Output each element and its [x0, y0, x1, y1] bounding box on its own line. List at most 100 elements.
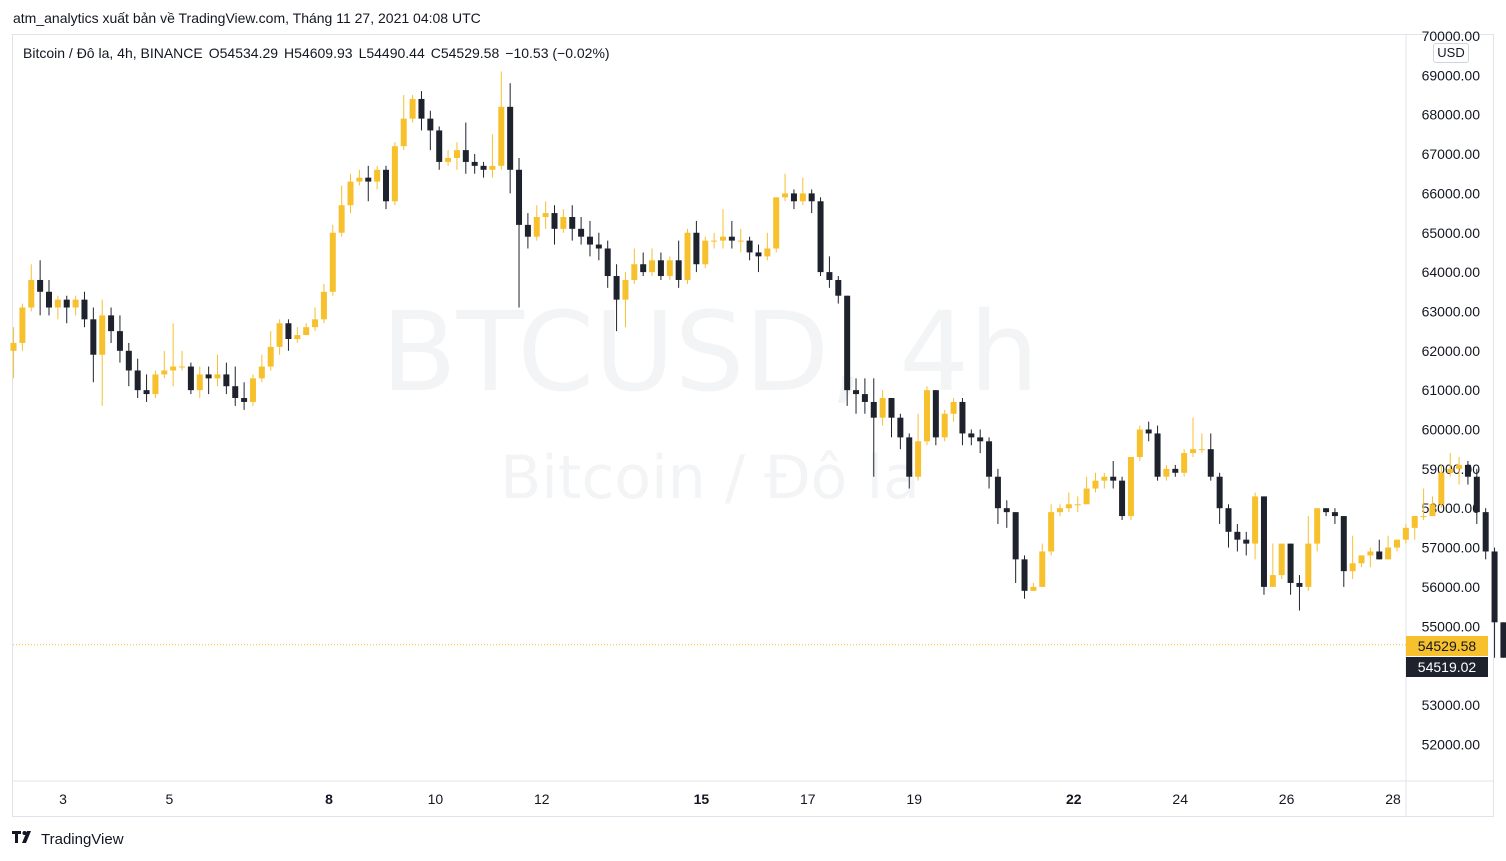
time-tick-label: 19 [906, 791, 922, 807]
candle [604, 240, 611, 288]
candle [649, 248, 656, 277]
candle-body [179, 366, 186, 368]
candle-body [196, 374, 203, 391]
price-tick-label: 53000.00 [1422, 697, 1481, 713]
candle [1358, 555, 1365, 568]
tradingview-brand-text: TradingView [41, 830, 124, 848]
candle [560, 209, 567, 233]
candle [453, 142, 460, 170]
candle-body [551, 213, 558, 229]
candle [1172, 464, 1179, 477]
candle-body [400, 118, 407, 147]
candle-body [329, 232, 336, 292]
previous-close-label: 54519.02 [1406, 657, 1488, 677]
candle [249, 374, 256, 406]
candle-body [347, 181, 354, 206]
time-tick-label: 5 [166, 791, 174, 807]
candle-body [622, 279, 629, 300]
price-tick-label: 65000.00 [1422, 225, 1481, 241]
time-tick-label: 10 [428, 791, 444, 807]
candle-body [1154, 433, 1161, 477]
candle [1456, 457, 1463, 485]
candle [37, 260, 44, 316]
candle-body [613, 276, 620, 300]
candle-body [1394, 539, 1401, 548]
candle [418, 91, 425, 131]
candle [329, 224, 336, 296]
time-axis: 3 5 8 10 12 15 17 19 22 24 26 28 [59, 791, 1401, 807]
candle [1252, 492, 1259, 560]
candle-body [214, 374, 221, 379]
candle-body [498, 106, 505, 166]
candle-body [294, 335, 301, 339]
tradingview-logo[interactable]: TradingView [12, 829, 124, 849]
candle [737, 228, 744, 253]
legend-change: −10.53 (−0.02%) [505, 45, 610, 61]
candle-body [1331, 512, 1338, 517]
candle [1314, 508, 1321, 552]
time-tick-label: 8 [325, 791, 333, 807]
currency-button[interactable]: USD [1433, 43, 1469, 63]
candle-body [1473, 476, 1480, 513]
candle [1447, 453, 1454, 477]
candle-body [533, 217, 540, 237]
candle-body [693, 232, 700, 265]
candle [267, 331, 274, 371]
candle [1420, 488, 1427, 521]
candle [799, 177, 806, 206]
candle [285, 319, 292, 351]
candle [1260, 496, 1267, 595]
candle-body [1083, 488, 1090, 505]
candle [81, 291, 88, 328]
candle-body [462, 150, 469, 162]
candle-body [595, 244, 602, 249]
candle-body [427, 118, 434, 131]
candle-body [675, 260, 682, 280]
candle-body [1012, 512, 1019, 560]
candle [320, 283, 327, 324]
candle-body [1074, 504, 1081, 506]
candle [1491, 547, 1498, 658]
candle [569, 205, 576, 241]
candle [1110, 460, 1117, 489]
candle [631, 248, 638, 284]
candle-body [267, 346, 274, 367]
candle-body [1411, 516, 1418, 528]
candle-body [1260, 496, 1267, 587]
last-price-label: 54529.58 [1406, 636, 1488, 656]
candle-body [445, 157, 452, 162]
candle-body [897, 417, 904, 438]
candle-body [719, 236, 726, 241]
candle-body [125, 350, 132, 371]
time-tick-label: 26 [1279, 791, 1295, 807]
candle-body [861, 394, 868, 402]
candle [312, 307, 319, 332]
candle-body [471, 161, 478, 166]
candle-body [524, 224, 531, 237]
candle [1048, 504, 1055, 556]
candle-body [63, 299, 70, 308]
candle-body [1198, 449, 1205, 451]
candle [1269, 543, 1276, 587]
candle-body [170, 366, 177, 371]
candle [879, 390, 886, 426]
legend-symbol[interactable]: Bitcoin / Đô la, 4h, BINANCE [23, 45, 203, 61]
candle [790, 189, 797, 210]
candle [586, 220, 593, 257]
candle-body [480, 165, 487, 170]
price-tick-label: 63000.00 [1422, 303, 1481, 319]
candle [1402, 523, 1409, 544]
time-tick-label: 12 [534, 791, 550, 807]
candle-body [1287, 543, 1294, 583]
candle-body [1119, 480, 1126, 517]
candle-body [152, 374, 159, 395]
publish-attribution: atm_analytics xuất bản về TradingView.co… [13, 10, 481, 26]
candle-body [285, 323, 292, 339]
candle [932, 390, 939, 446]
candle-body [959, 401, 966, 434]
candle-body [276, 323, 283, 347]
candle-body [1030, 586, 1037, 591]
candle [906, 433, 913, 489]
candle [746, 236, 753, 261]
